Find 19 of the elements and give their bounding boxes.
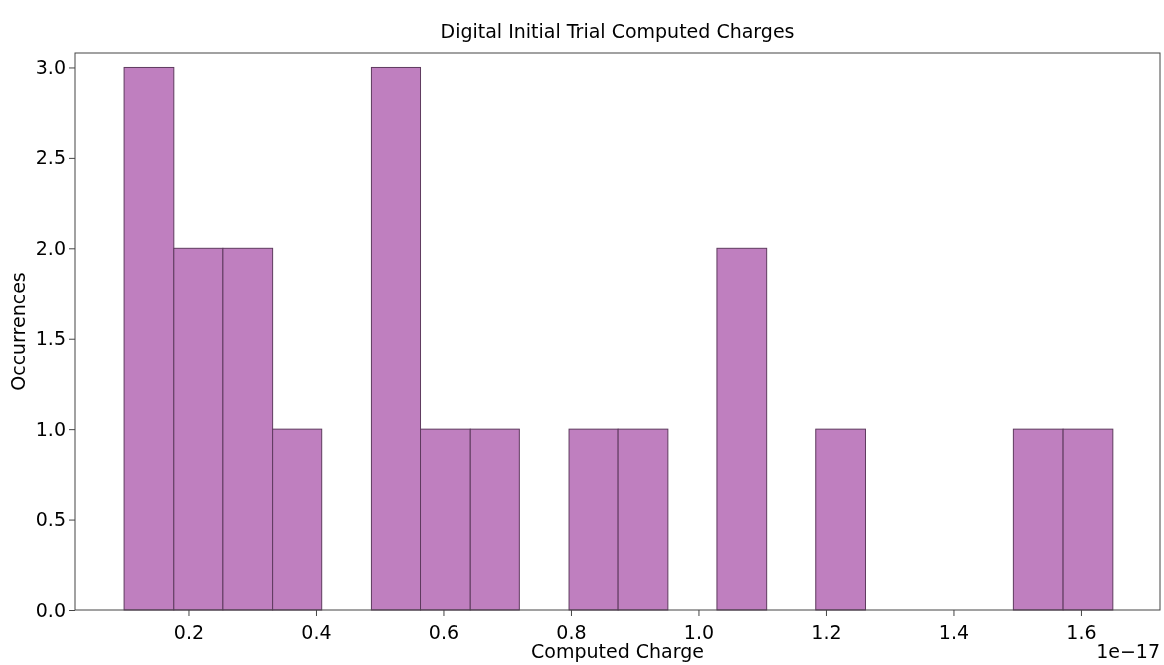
chart-title: Digital Initial Trial Computed Charges [440, 20, 795, 42]
text: 1e−17 [1096, 640, 1160, 662]
y-tick-label: 2.5 [35, 146, 66, 169]
y-tick-label: 3.0 [35, 56, 66, 79]
y-axis-title: Occurrences [7, 272, 29, 391]
x-tick-label: 0.4 [301, 620, 332, 643]
x-tick-label: 1.0 [683, 620, 715, 643]
y-tick-label: 1.5 [35, 327, 66, 350]
y-tick-label: 0.0 [35, 598, 66, 621]
x-tick-label: 0.2 [173, 620, 205, 643]
y-tick-label: 0.5 [35, 508, 66, 531]
x-axis-title: Computed Charge [531, 640, 704, 662]
y-tick-label: 1.0 [35, 417, 66, 440]
x-tick-label: 0.6 [428, 620, 460, 643]
x-tick-label: 1.4 [938, 620, 970, 643]
x-tick-label: 1.2 [811, 620, 842, 643]
x-tick-label: 0.8 [556, 620, 587, 643]
x-tick-label: 1.6 [1066, 620, 1097, 643]
y-tick-label: 2.0 [35, 236, 66, 259]
